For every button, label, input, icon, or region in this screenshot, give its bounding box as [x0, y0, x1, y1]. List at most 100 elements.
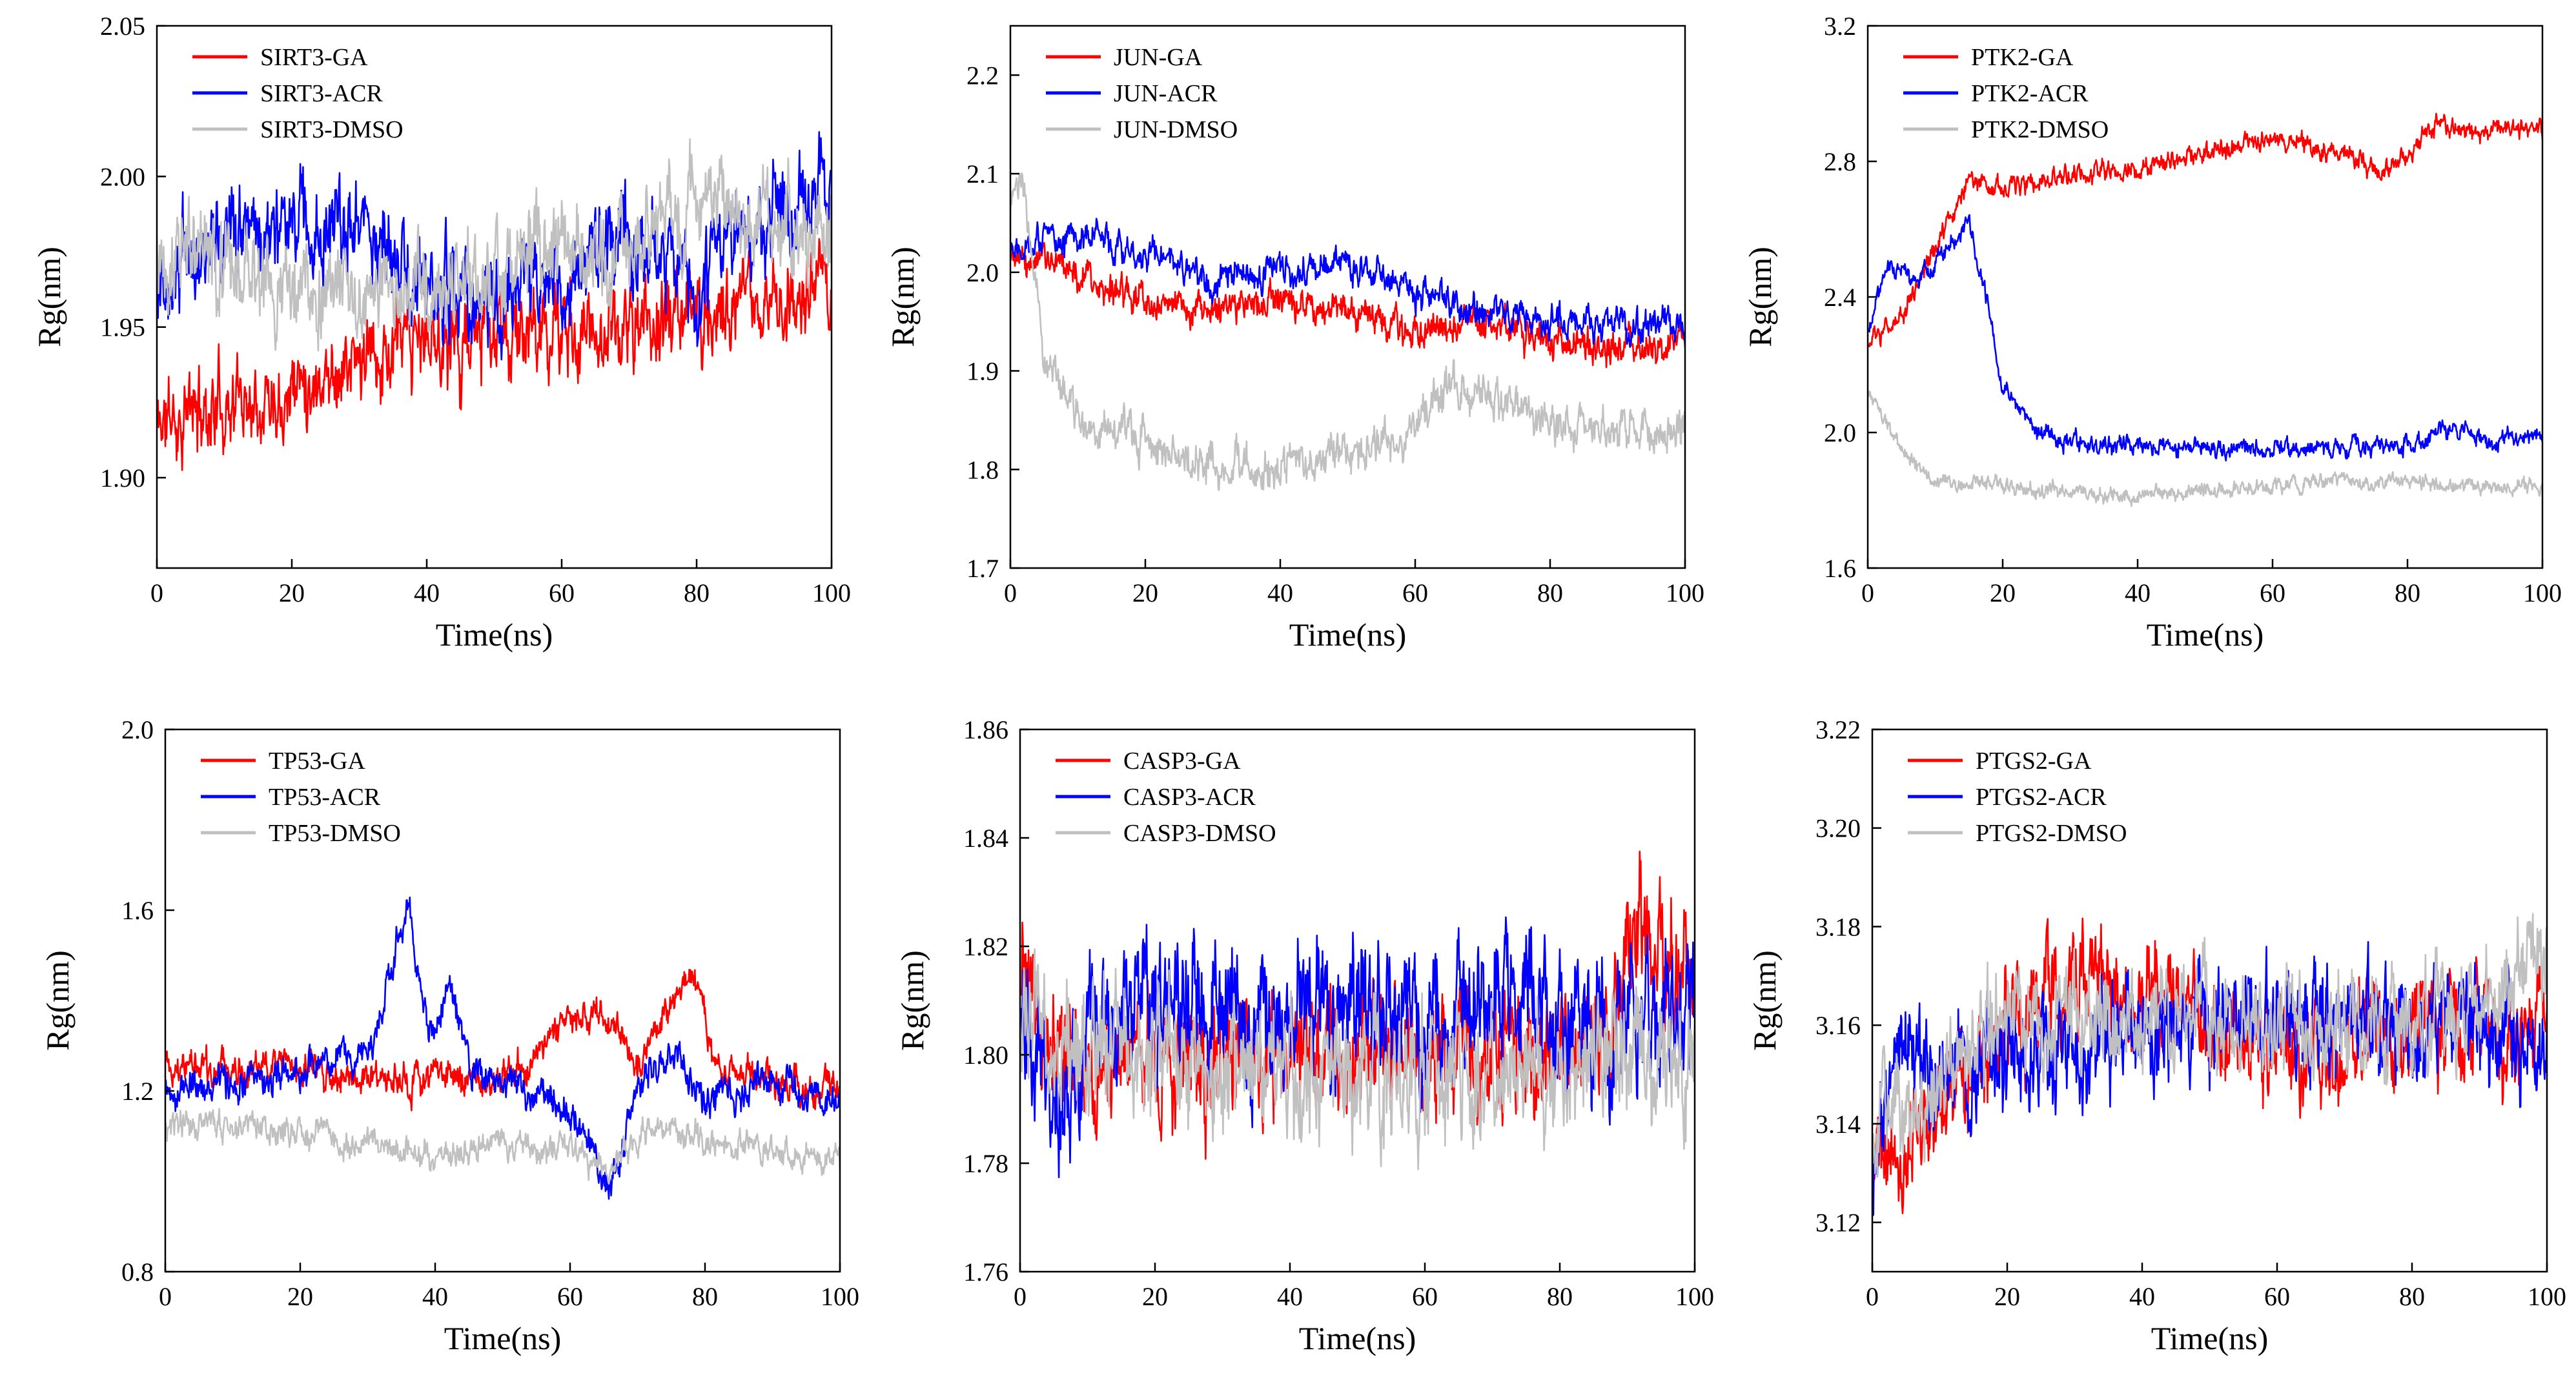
series-line-casp3-dmso	[1020, 948, 1695, 1170]
plot-frame	[1019, 728, 1696, 1273]
chart-sirt3: 0 20 40 60 80 100 1.90 1.95 2.00 2.05 Time(ns) Rg(n…	[31, 12, 851, 653]
plot-frame	[1009, 25, 1686, 569]
y-tick-label: 2.8	[1824, 147, 1856, 176]
legend-label: TP53-DMSO	[269, 820, 401, 847]
legend-label: TP53-GA	[269, 748, 365, 775]
legend: TP53-GA TP53-ACR TP53-DMSO	[201, 748, 401, 847]
y-axis-label: Rg(nm)	[1742, 247, 1778, 347]
y-tick-label: 2.0	[1824, 418, 1856, 447]
x-tick-label: 100	[2528, 1282, 2566, 1311]
legend-label: CASP3-DMSO	[1123, 820, 1276, 847]
y-tick-label: 1.6	[1824, 554, 1856, 583]
y-axis-label: Rg(nm)	[1746, 950, 1783, 1051]
legend-label: PTK2-DMSO	[1971, 116, 2109, 143]
x-tick-label: 80	[692, 1282, 718, 1311]
x-tick-label: 0	[1861, 578, 1874, 607]
legend-label: PTK2-ACR	[1971, 80, 2089, 107]
legend-label: PTGS2-DMSO	[1976, 820, 2127, 847]
x-tick-label: 60	[549, 578, 575, 607]
y-tick-label: 1.84	[963, 824, 1008, 853]
y-axis-label: Rg(nm)	[39, 950, 76, 1051]
y-axis-label: Rg(nm)	[31, 247, 67, 347]
plot-frame	[1871, 728, 2548, 1273]
legend: CASP3-GA CASP3-ACR CASP3-DMSO	[1056, 748, 1276, 847]
legend-label: SIRT3-ACR	[260, 80, 383, 107]
series-line-ptgs2-dmso	[1872, 913, 2547, 1177]
y-tick-label: 2.4	[1824, 283, 1856, 312]
y-tick-label: 1.82	[963, 932, 1008, 961]
y-tick-label: 1.95	[100, 313, 145, 342]
x-tick-label: 80	[1547, 1282, 1573, 1311]
x-tick-label: 0	[1866, 1282, 1879, 1311]
legend-label: CASP3-ACR	[1123, 784, 1256, 811]
x-tick-label: 100	[812, 578, 851, 607]
legend-label: TP53-ACR	[269, 784, 381, 811]
x-tick-label: 60	[2264, 1282, 2290, 1311]
y-tick-label: 1.86	[963, 715, 1008, 744]
legend: JUN-GA JUN-ACR JUN-DMSO	[1046, 44, 1238, 143]
x-tick-label: 80	[1537, 578, 1563, 607]
x-tick-label: 60	[557, 1282, 583, 1311]
y-tick-label: 1.7	[966, 554, 999, 583]
series-line-sirt3-ga	[157, 238, 832, 471]
plot-frame	[164, 728, 841, 1273]
x-axis-label: Time(ns)	[2151, 1320, 2269, 1356]
legend-label: CASP3-GA	[1123, 748, 1241, 775]
x-tick-label: 40	[2129, 1282, 2155, 1311]
x-tick-label: 100	[1675, 1282, 1714, 1311]
y-tick-label: 2.00	[100, 162, 145, 191]
y-tick-label: 1.90	[100, 463, 145, 493]
legend-label: JUN-ACR	[1114, 80, 1218, 107]
x-tick-label: 80	[2395, 578, 2420, 607]
x-tick-label: 100	[1666, 578, 1704, 607]
chart-casp3: 0 20 40 60 80 100 1.76 1.78 1.80 1.82 1.84 1.86 Time…	[894, 715, 1714, 1356]
plot-frame	[156, 25, 833, 569]
x-tick-label: 0	[159, 1282, 172, 1311]
legend-label: PTK2-GA	[1971, 44, 2074, 71]
y-tick-label: 3.2	[1824, 12, 1856, 41]
x-axis-label: Time(ns)	[1289, 616, 1407, 653]
legend-label: PTGS2-GA	[1976, 748, 2092, 775]
chart-ptgs2: 0 20 40 60 80 100 3.12 3.14 3.16 3.18 3.20 3.22 Time…	[1746, 715, 2566, 1356]
x-tick-label: 60	[2260, 578, 2285, 607]
series-line-tp53-dmso	[165, 1108, 840, 1185]
legend: PTGS2-GA PTGS2-ACR PTGS2-DMSO	[1908, 748, 2127, 847]
y-tick-label: 3.22	[1815, 715, 1861, 744]
series-line-jun-dmso	[1010, 172, 1685, 491]
x-tick-label: 80	[2399, 1282, 2425, 1311]
x-tick-label: 80	[684, 578, 710, 607]
x-tick-label: 20	[1142, 1282, 1168, 1311]
y-tick-label: 2.0	[121, 715, 154, 744]
chart-tp53: 0 20 40 60 80 100 0.8 1.2 1.6 2.0 Time(ns) Rg(nm) TP…	[39, 715, 859, 1356]
x-axis-label: Time(ns)	[444, 1320, 562, 1356]
series-line-casp3-acr	[1020, 916, 1695, 1179]
x-tick-label: 60	[1402, 578, 1428, 607]
x-tick-label: 40	[1277, 1282, 1303, 1311]
x-tick-label: 0	[1014, 1282, 1027, 1311]
y-tick-label: 1.80	[963, 1041, 1008, 1070]
chart-ptk2: 0 20 40 60 80 100 1.6 2.0 2.4 2.8 3.2 Time(ns) Rg(nm…	[1742, 12, 2562, 653]
y-tick-label: 1.78	[963, 1149, 1008, 1178]
series-line-jun-ga	[1010, 241, 1685, 369]
series-line-ptk2-acr	[1868, 214, 2542, 462]
series-line-sirt3-dmso	[157, 138, 832, 352]
x-axis-label: Time(ns)	[436, 616, 553, 653]
legend: PTK2-GA PTK2-ACR PTK2-DMSO	[1903, 44, 2109, 143]
x-axis-label: Time(ns)	[2147, 616, 2264, 653]
y-axis-label: Rg(nm)	[884, 247, 921, 347]
x-tick-label: 40	[422, 1282, 448, 1311]
y-tick-label: 0.8	[121, 1257, 154, 1287]
x-tick-label: 100	[821, 1282, 859, 1311]
legend-label: JUN-GA	[1114, 44, 1203, 71]
x-tick-label: 20	[1994, 1282, 2020, 1311]
x-tick-label: 60	[1412, 1282, 1438, 1311]
legend-label: JUN-DMSO	[1114, 116, 1238, 143]
legend: SIRT3-GA SIRT3-ACR SIRT3-DMSO	[192, 44, 404, 143]
y-tick-label: 3.16	[1815, 1011, 1861, 1040]
series-line-jun-acr	[1010, 218, 1685, 349]
series-line-tp53-acr	[165, 896, 840, 1200]
y-tick-label: 1.2	[121, 1077, 154, 1106]
x-tick-label: 0	[150, 578, 163, 607]
series-line-ptgs2-acr	[1872, 941, 2547, 1216]
